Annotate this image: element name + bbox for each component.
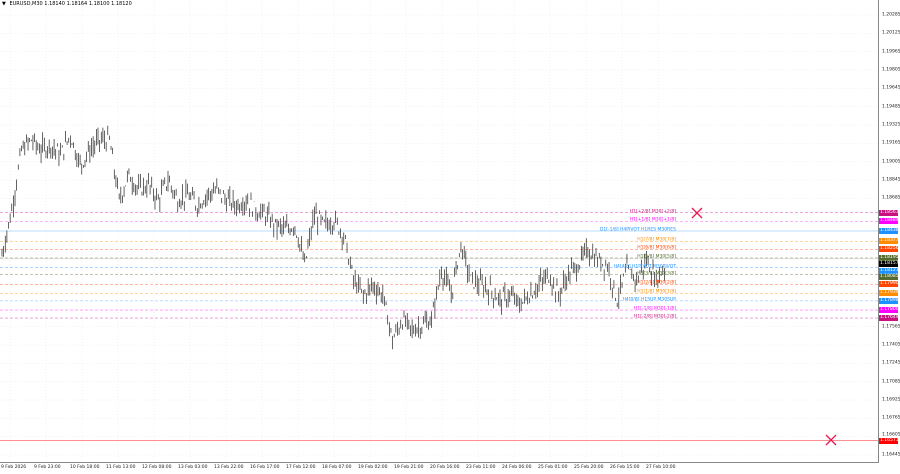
level-label: H4[4/8] H1PIVOT M30PIVOT	[613, 264, 676, 270]
time-tick-label: 20 Feb 16:00	[430, 465, 460, 470]
price-tick-label: 1.17085	[882, 379, 900, 385]
time-tick-label: 13 Feb 03:00	[178, 465, 208, 470]
level-price-tag: 1.17649	[879, 315, 899, 322]
time-tick-label: 24 Feb 06:00	[502, 465, 532, 470]
level-label: H1[+2/8] M30[+2/8]	[629, 209, 676, 215]
level-price-tag: 1.17898	[879, 297, 899, 304]
time-tick-label: 13 Feb 22:00	[214, 465, 244, 470]
time-tick-label: 18 Feb 07:00	[322, 465, 352, 470]
level-label: D1[-1/8] H4PIVOT H1RES M30RES	[599, 227, 676, 233]
price-tick-label: 1.17245	[882, 360, 900, 366]
level-label: H1[-1/8] M30[-1/8]	[633, 306, 676, 312]
time-tick-label: 9 Feb 23:00	[34, 465, 61, 470]
level-price-tag: 1.18484	[879, 218, 899, 225]
price-tick-label: 1.20125	[882, 30, 900, 36]
time-tick-label: 25 Feb 01:00	[538, 465, 568, 470]
chart-header: ▼ EURUSD,M30 1.18140 1.18164 1.18100 1.1…	[2, 1, 132, 7]
price-tick-label: 1.20285	[882, 12, 900, 18]
level-label: H1[-2/8] M30[-2/8]	[633, 314, 676, 320]
price-tick-label: 1.16925	[882, 397, 900, 403]
level-label: H1[2/8] M30[2/8]	[637, 280, 676, 286]
time-tick-label: 19 Feb 21:00	[394, 465, 424, 470]
time-tick-label: 12 Feb 08:00	[142, 465, 172, 470]
cross-marker-icon	[825, 434, 837, 446]
level-label: H1[1/8] M30[1/8]	[637, 289, 676, 295]
dropdown-triangle-icon[interactable]: ▼	[2, 1, 6, 7]
level-price-tag: 1.18377	[879, 238, 899, 245]
time-tick-label: 11 Feb 13:00	[106, 465, 136, 470]
price-tick-label: 1.16765	[882, 415, 900, 421]
price-tick-label: 1.19645	[882, 85, 900, 91]
price-tick-label: 1.17405	[882, 342, 900, 348]
level-price-tag: 1.18256	[879, 246, 899, 253]
chart-area[interactable]	[0, 0, 879, 463]
level-price-tag: 1.18085	[879, 274, 899, 281]
current-price-tag: 1.18157	[879, 261, 899, 268]
time-tick-label: 25 Feb 20:00	[574, 465, 604, 470]
level-price-tag: 1.18438	[879, 227, 899, 234]
time-tick-label: 16 Feb 17:00	[250, 465, 280, 470]
price-tick-label: 1.19965	[882, 49, 900, 55]
time-tick-label: 27 Feb 10:00	[646, 465, 676, 470]
level-price-tag: 1.17800	[879, 307, 899, 314]
price-tick-label: 1.18845	[882, 177, 900, 183]
level-price-tag: 1.18121	[879, 267, 899, 274]
time-tick-label: 17 Feb 12:00	[286, 465, 316, 470]
alert-price-tag: 1.16571	[879, 437, 899, 444]
price-tick-label: 1.19485	[882, 104, 900, 110]
level-price-tag: 1.18195	[879, 254, 899, 261]
time-tick-label: 23 Feb 11:00	[466, 465, 496, 470]
level-label: H1[6/8] M30[6/8]	[637, 245, 676, 251]
price-tick-label: 1.19805	[882, 67, 900, 73]
time-tick-label: 26 Feb 15:00	[610, 465, 640, 470]
price-tick-label: 1.19165	[882, 140, 900, 146]
level-label: H1[+1/8] M30[+1/8]	[629, 217, 676, 223]
level-label: H1[3/8] M30[3/8]	[637, 271, 676, 277]
price-tick-label: 1.18685	[882, 195, 900, 201]
time-tick-label: 10 Feb 18:00	[70, 465, 100, 470]
cross-marker-icon	[691, 207, 703, 219]
level-label: H1[7/8] M30[7/8]	[637, 237, 676, 243]
price-tick-label: 1.16605	[882, 432, 900, 438]
level-label: H4[0/8] H1SUP M30SUP	[622, 297, 676, 303]
price-tick-label: 1.19005	[882, 159, 900, 165]
price-tick-label: 1.17565	[882, 324, 900, 330]
level-price-tag: 1.17990	[879, 281, 899, 288]
symbol-timeframe: EURUSD,M30	[9, 1, 43, 7]
level-price-tag: 1.17939	[879, 290, 899, 297]
level-price-tag: 1.18561	[879, 209, 899, 216]
price-tick-label: 1.16445	[882, 452, 900, 458]
ohlc-values: 1.18140 1.18164 1.18100 1.18120	[44, 1, 132, 7]
price-tick-label: 1.19325	[882, 122, 900, 128]
time-tick-label: 19 Feb 02:00	[358, 465, 388, 470]
time-tick-label: 9 Feb 2026	[1, 465, 27, 470]
level-label: H1[5/8] M30[5/8]	[637, 254, 676, 260]
